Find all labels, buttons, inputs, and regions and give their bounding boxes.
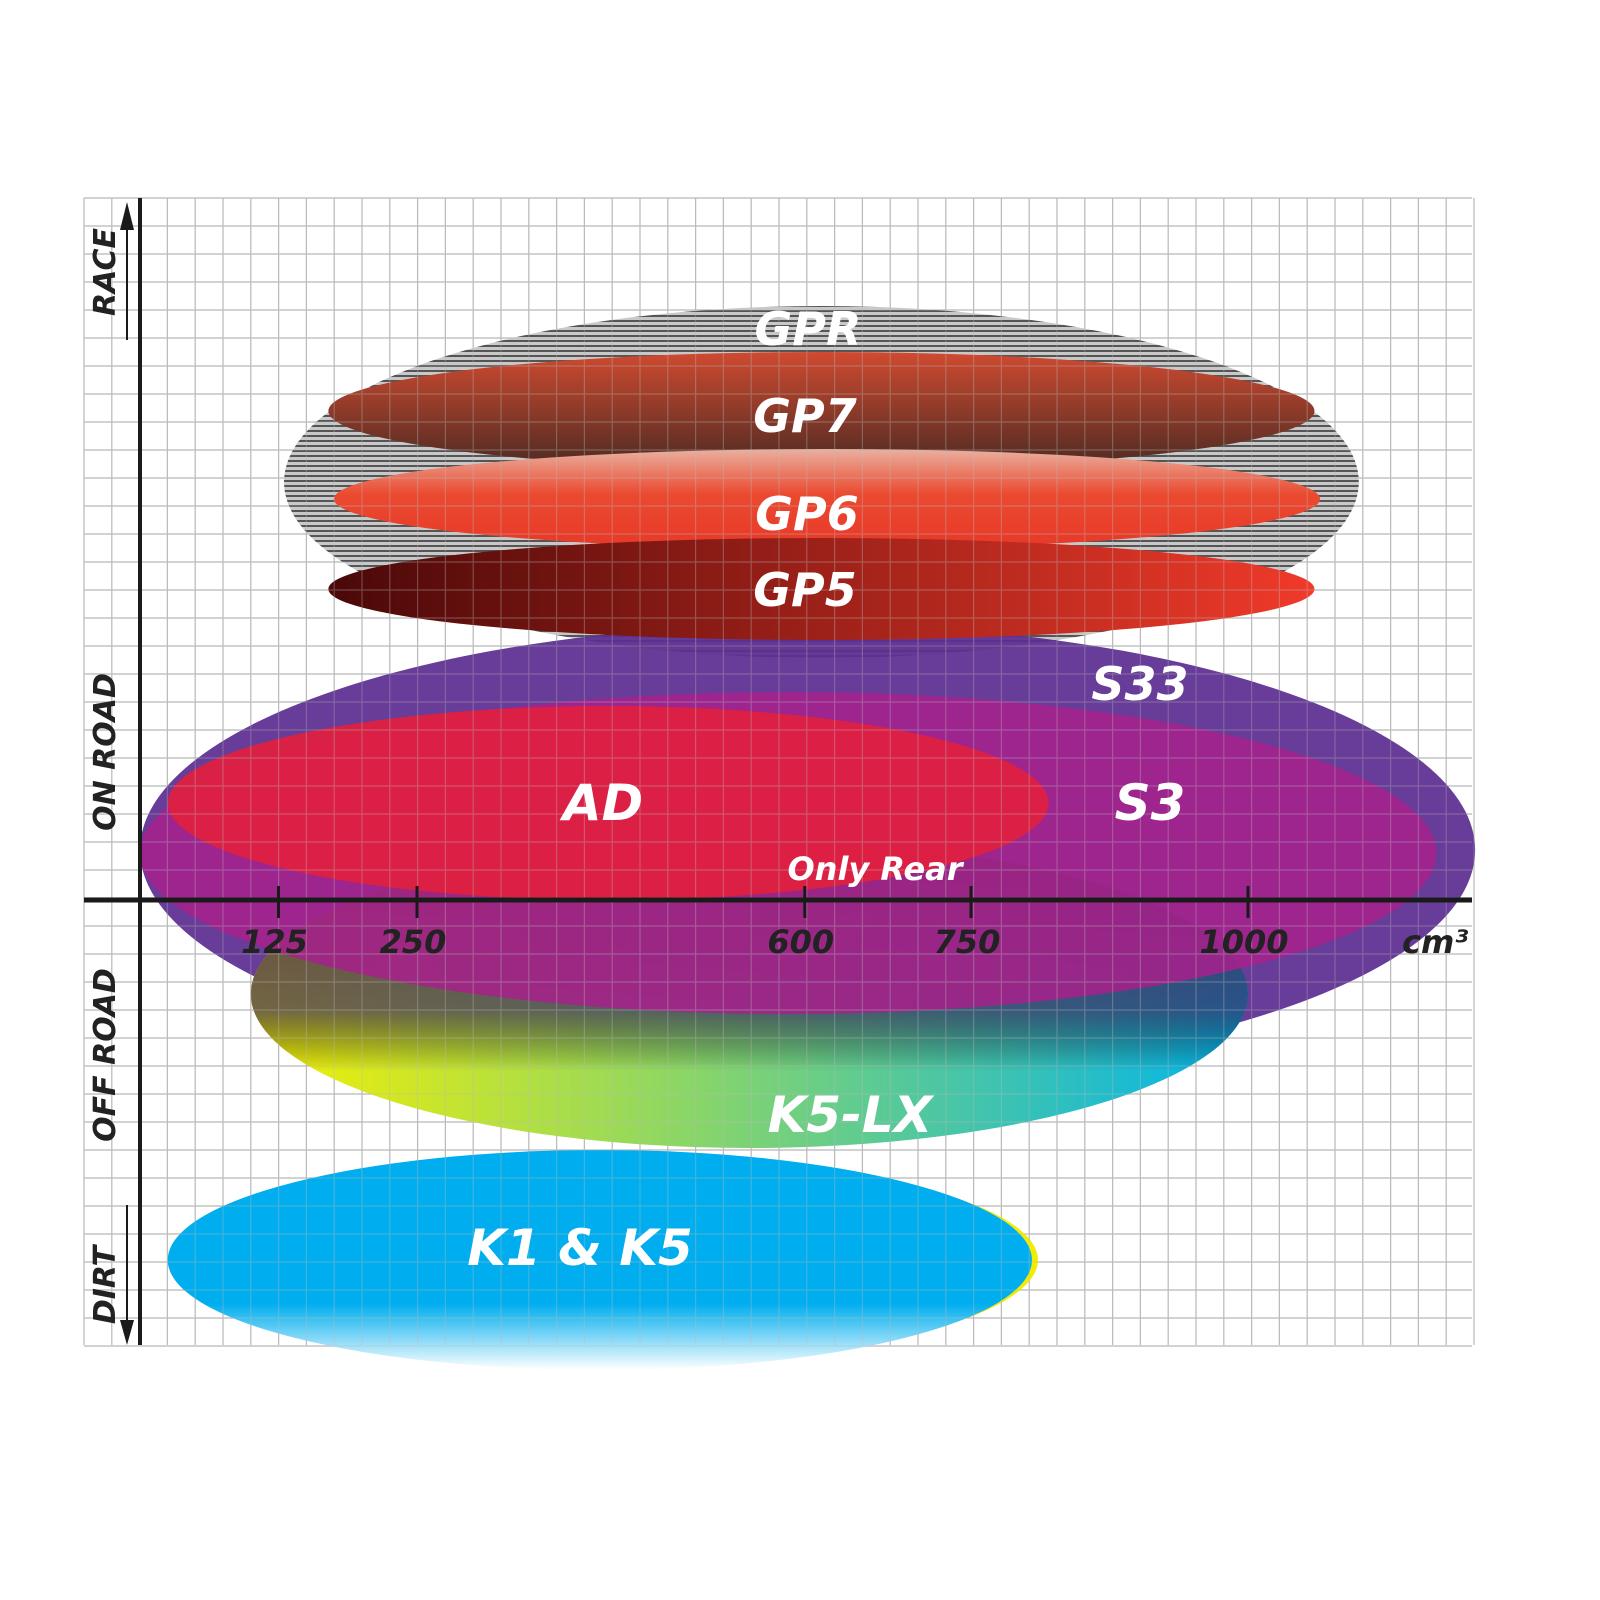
x-tick-label: 125 [241,923,308,961]
grid-overlay [83,197,1475,1347]
unit-label: cm³ [1402,923,1468,961]
ellipse-gp6 [333,449,1321,549]
x-tick-label: 750 [934,923,1001,961]
label-gp7: GP7 [753,389,856,443]
zone-race: RACE [88,228,123,316]
label-ad: AD [559,774,643,832]
zone-on-road: ON ROAD [88,673,123,831]
zone-dirt: DIRT [88,1243,123,1324]
x-tick-label: 250 [380,923,447,961]
label-k1k5: K1 & K5 [467,1219,693,1277]
label-k5lx: K5-LX [768,1086,935,1144]
race-arrowhead-icon [120,202,134,230]
ellipse-gp7 [328,352,1315,470]
product-ellipses [140,306,1476,1370]
ellipse-ad [167,706,1049,900]
label-s33: S33 [1091,657,1188,711]
ellipse-gp5 [328,538,1315,640]
dirt-arrowhead-icon [120,1320,134,1345]
label-gp5: GP5 [753,563,856,617]
zone-off-road: OFF ROAD [88,968,123,1142]
label-s3: S3 [1115,774,1186,832]
ellipse-k1-k5 [167,1150,1032,1370]
label-only-rear: Only Rear [787,850,964,888]
x-tick-label: 1000 [1199,923,1288,961]
label-gpr: GPR [755,302,862,356]
label-gp6: GP6 [755,487,858,541]
x-ticks: 125 250 600 750 1000 [241,886,1289,961]
x-tick-label: 600 [767,923,834,961]
